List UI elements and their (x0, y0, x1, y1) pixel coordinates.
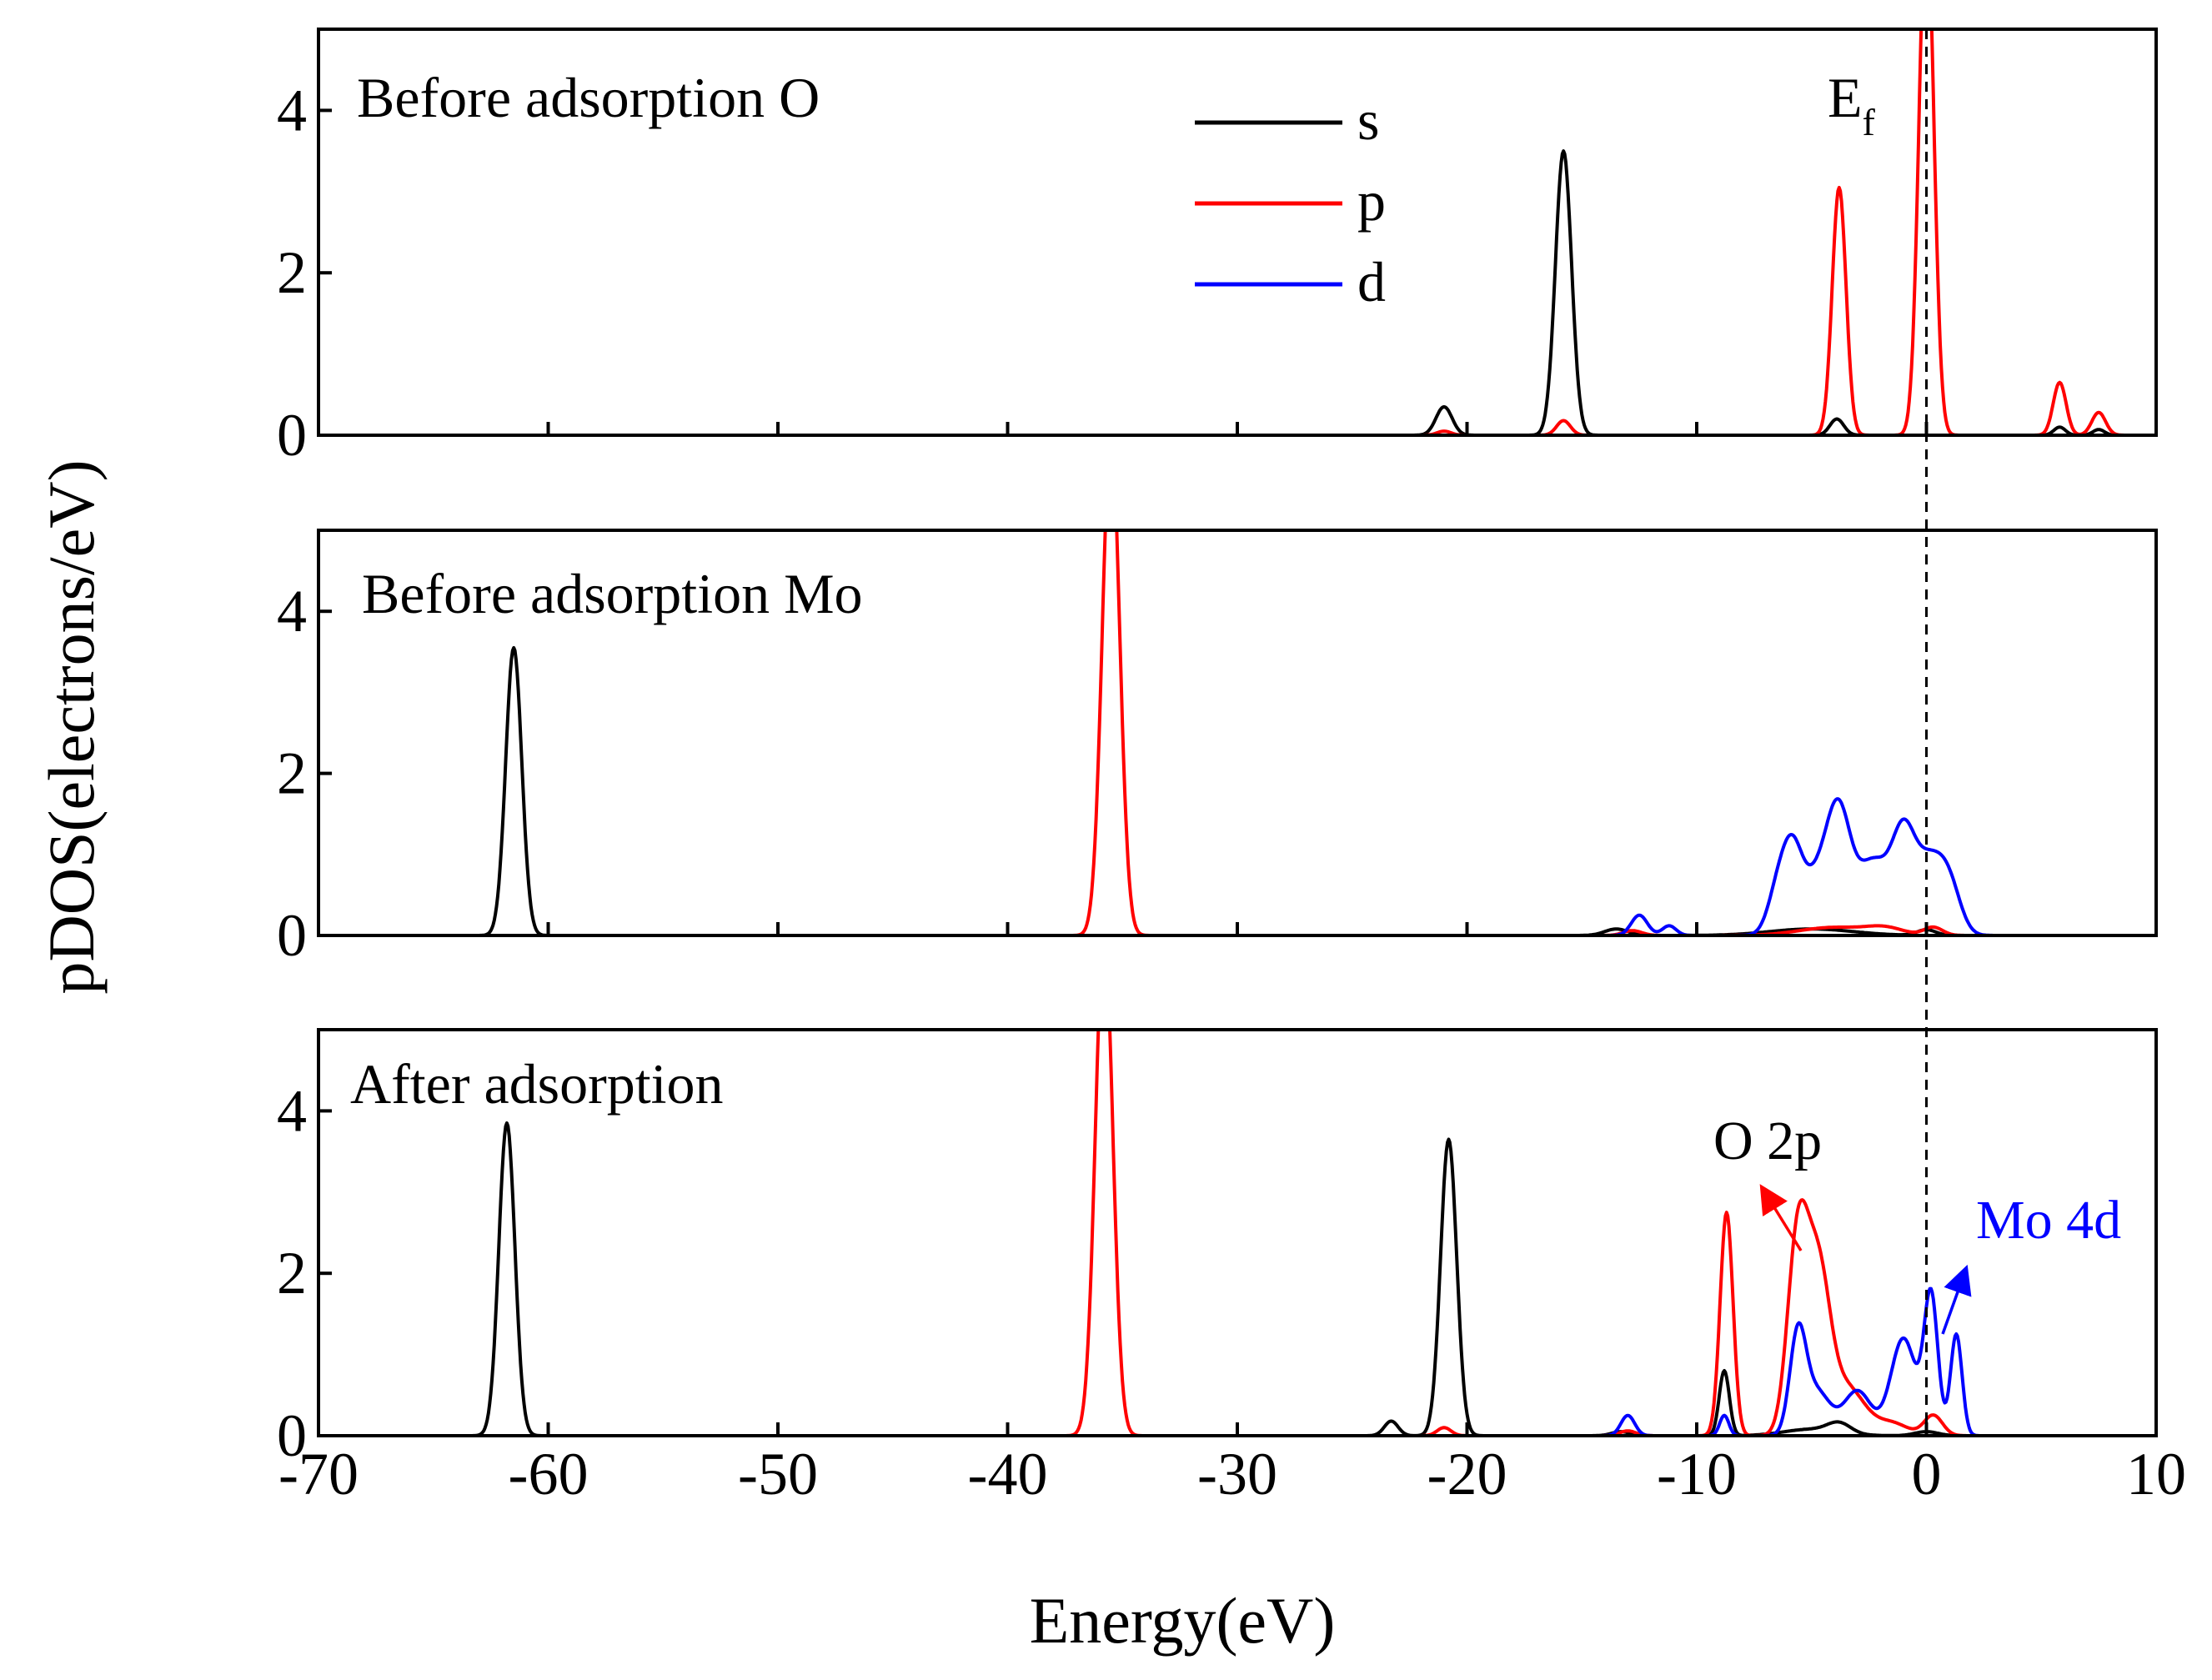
x-tick-label: -50 (738, 1441, 818, 1507)
x-axis-title: Energy(eV) (1030, 1584, 1336, 1657)
panel-2: 0 2 4 Before adsorption Mo (277, 529, 2158, 969)
x-tick-label: -30 (1197, 1441, 1277, 1507)
y-tick-label: 2 (277, 740, 307, 807)
panel-1: 0 2 4 Before adsorption O (277, 28, 2158, 469)
x-tick-label: 10 (2126, 1441, 2186, 1507)
series-line-s-orbital (319, 149, 2156, 435)
y-tick-label: 4 (277, 578, 307, 644)
chart-root: 0 2 4 Before adsorption O 0 2 4 Before adsorpti… (277, 28, 2186, 1507)
panel-title: Before adsorption O (357, 66, 820, 129)
y-tick-label: 2 (277, 1240, 307, 1306)
y-tick-label: 4 (277, 77, 307, 143)
x-tick-label: -70 (278, 1441, 359, 1507)
y-tick-label: 2 (277, 239, 307, 306)
annotation-arrow-mo-4d (1941, 1264, 1972, 1335)
y-tick-label: 0 (277, 902, 307, 969)
x-tick-label: -20 (1427, 1441, 1507, 1507)
series-line-d-orbital (455, 797, 2019, 935)
y-tick-label: 0 (277, 1402, 307, 1469)
y-tick-label: 0 (277, 402, 307, 469)
panel-title: After adsorption (350, 1052, 724, 1116)
legend-label-d: d (1357, 250, 1386, 313)
fermi-label-main: E (1828, 66, 1863, 129)
legend-label-p: p (1357, 169, 1386, 233)
y-tick-label: 4 (277, 1077, 307, 1144)
y-axis-title: pDOS(electrons/eV) (35, 459, 108, 994)
panel-title: Before adsorption Mo (362, 562, 863, 625)
annotation-o-2p: O 2p (1713, 1111, 1822, 1171)
annotation-mo-4d: Mo 4d (1976, 1190, 2121, 1251)
legend-label-s: s (1357, 88, 1379, 152)
x-tick-label: -10 (1657, 1441, 1737, 1507)
x-tick-label: -40 (968, 1441, 1048, 1507)
x-tick-label: 0 (1912, 1441, 1942, 1507)
fermi-label-subscript: f (1863, 101, 1876, 143)
x-tick-label: -60 (509, 1441, 589, 1507)
panel-3: 0 2 4 After adsorption (277, 1028, 2158, 1469)
legend: spd (1195, 88, 1386, 313)
fermi-level-label: Ef (1828, 66, 1876, 143)
annotation-arrow-o-2p (1759, 1184, 1803, 1251)
